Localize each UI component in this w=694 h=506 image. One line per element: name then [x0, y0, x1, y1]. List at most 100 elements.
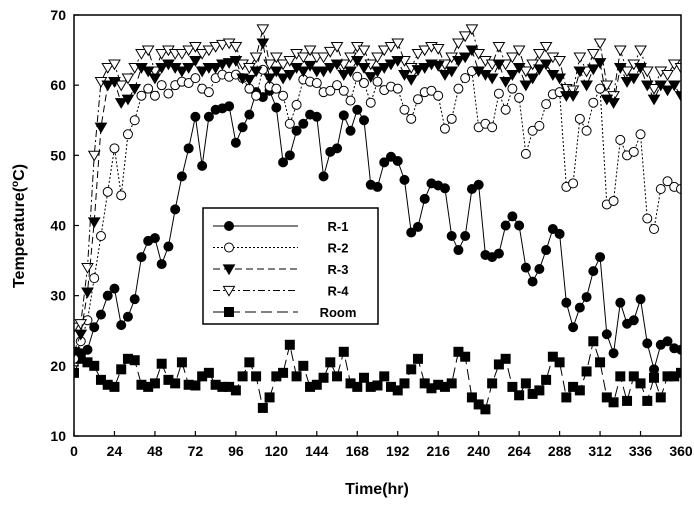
data-point-r-1: [379, 157, 390, 168]
data-point-room: [412, 353, 423, 364]
data-point-r-3: [222, 58, 236, 69]
data-point-r-2: [311, 78, 322, 89]
data-point-r-4: [465, 24, 479, 36]
data-point-r-2: [278, 90, 289, 101]
data-point-room: [109, 381, 120, 392]
data-point-r-1: [183, 143, 194, 154]
data-point-r-4: [216, 39, 229, 51]
data-point-room: [74, 367, 79, 378]
data-point-r-1: [237, 122, 248, 133]
data-point-r-3: [674, 91, 681, 102]
data-point-r-1: [116, 320, 127, 331]
data-point-r-4: [108, 59, 121, 71]
data-point-r-1: [271, 102, 282, 113]
data-point-room: [635, 378, 646, 389]
data-point-r-1: [493, 248, 504, 259]
data-point-r-2: [271, 83, 282, 94]
data-point-r-1: [399, 174, 410, 185]
data-point-r-3: [404, 74, 418, 86]
data-point-r-1: [203, 111, 214, 122]
data-point-room: [291, 371, 302, 382]
data-point-r-3: [640, 80, 654, 92]
data-point-r-1: [601, 329, 612, 340]
data-point-room: [251, 371, 262, 382]
data-point-r-4: [330, 41, 344, 53]
data-point-r-1: [278, 157, 289, 168]
data-point-room: [520, 378, 531, 389]
data-point-r-2: [203, 87, 214, 98]
data-point-r-3: [465, 45, 479, 57]
data-point-r-4: [121, 73, 135, 85]
data-point-r-4: [593, 38, 607, 50]
data-point-r-4: [317, 52, 330, 64]
data-point-r-2: [426, 85, 437, 96]
x-tick-label: 240: [467, 443, 491, 459]
data-point-r-1: [500, 220, 511, 231]
data-point-room: [581, 366, 592, 377]
data-point-r-1: [82, 344, 93, 355]
data-point-r-2: [676, 184, 681, 195]
data-point-r-3: [519, 80, 533, 92]
data-point-r-2: [527, 125, 538, 136]
data-point-r-3: [418, 63, 432, 74]
data-point-room: [298, 360, 309, 371]
data-point-r-4: [391, 38, 405, 50]
data-point-r-2: [595, 83, 606, 94]
data-point-r-1: [102, 290, 113, 301]
legend-label: R-2: [328, 241, 349, 256]
data-point-room: [325, 357, 336, 368]
legend-marker: [222, 264, 236, 276]
data-point-room: [284, 339, 295, 350]
legend-item-r-4: R-4: [213, 284, 349, 299]
data-point-r-2: [574, 113, 585, 124]
data-point-r-2: [662, 176, 673, 187]
data-point-r-1: [359, 115, 370, 126]
data-point-room: [466, 392, 477, 403]
data-point-r-3: [323, 63, 337, 74]
data-point-r-2: [136, 90, 147, 101]
data-point-r-3: [182, 63, 196, 74]
data-point-r-2: [412, 94, 423, 105]
data-point-r-1: [224, 101, 235, 112]
data-point-r-2: [352, 71, 363, 82]
data-point-r-4: [418, 45, 432, 57]
data-point-room: [480, 404, 491, 415]
data-point-r-4: [296, 52, 310, 64]
data-point-r-3: [607, 98, 620, 109]
data-point-r-3: [108, 77, 121, 88]
data-point-r-3: [661, 85, 674, 97]
data-point-r-3: [216, 59, 229, 71]
data-point-r-3: [573, 66, 587, 78]
data-point-r-3: [229, 55, 243, 67]
data-point-room: [500, 353, 511, 364]
series-r-4: [74, 24, 681, 334]
y-tick-label: 60: [50, 77, 66, 93]
data-point-room: [487, 378, 498, 389]
x-tick-label: 168: [346, 443, 370, 459]
data-point-r-4: [87, 150, 101, 162]
data-point-r-3: [485, 73, 499, 85]
data-point-r-4: [377, 45, 391, 57]
data-point-r-2: [149, 90, 160, 101]
data-point-r-1: [412, 221, 423, 232]
data-point-r-3: [553, 73, 566, 85]
data-point-r-4: [81, 262, 94, 274]
data-point-r-4: [512, 45, 526, 57]
data-point-r-2: [89, 273, 100, 284]
data-point-r-2: [568, 178, 579, 189]
data-point-room: [278, 367, 289, 378]
data-point-r-1: [149, 233, 160, 244]
data-point-r-4: [195, 48, 209, 60]
data-point-r-3: [330, 59, 344, 71]
data-point-r-3: [94, 122, 108, 134]
data-point-r-2: [372, 76, 383, 87]
data-point-r-2: [507, 83, 518, 94]
legend-label: R-3: [328, 262, 349, 277]
data-point-r-2: [163, 88, 174, 99]
data-point-r-1: [284, 150, 295, 161]
data-point-r-1: [520, 262, 531, 273]
data-point-r-2: [291, 99, 302, 110]
data-point-r-4: [323, 46, 337, 58]
data-point-room: [547, 351, 558, 362]
data-point-r-2: [129, 115, 140, 126]
